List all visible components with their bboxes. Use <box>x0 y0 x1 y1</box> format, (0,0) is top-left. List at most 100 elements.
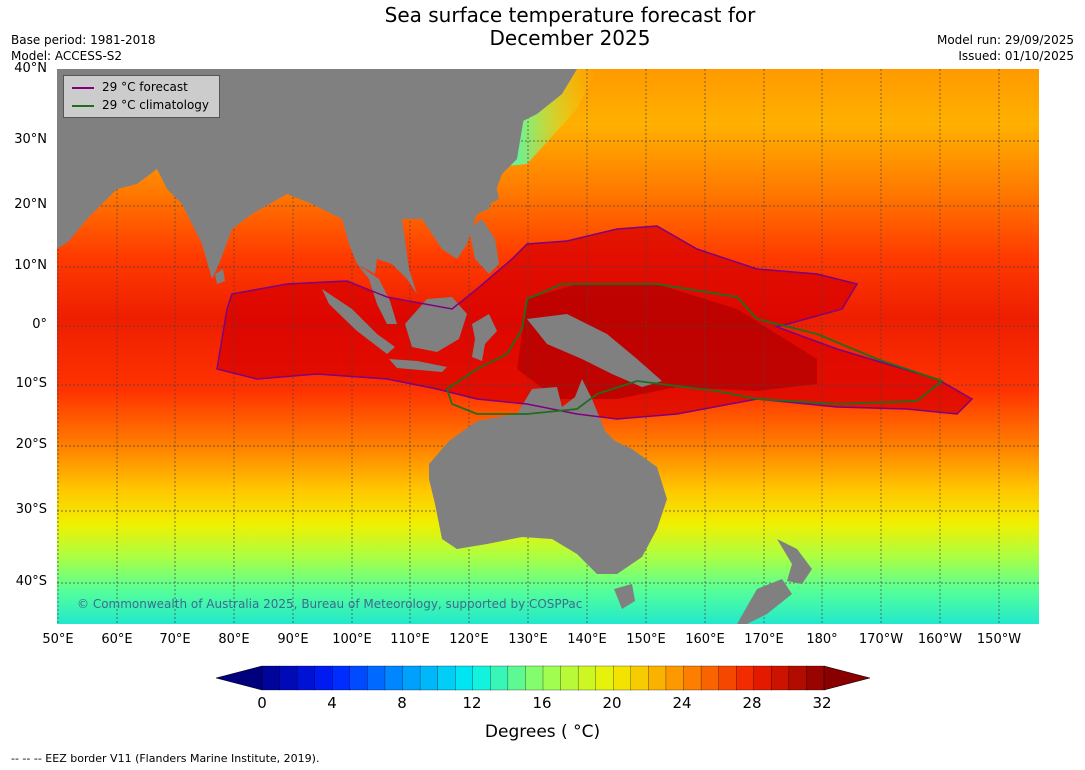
colorbar-tick: 16 <box>532 694 552 712</box>
colorbar-swatch <box>736 665 755 691</box>
model-name: Model: ACCESS-S2 <box>11 49 123 63</box>
colorbar-tick: 4 <box>327 694 337 712</box>
lon-label: 130°E <box>508 632 548 647</box>
colorbar-tick: 24 <box>672 694 692 712</box>
sumatra <box>322 289 395 354</box>
new-zealand-north <box>777 539 812 584</box>
legend-climatology: 29 °C climatology <box>72 97 209 113</box>
colorbar-min-arrow <box>216 665 263 691</box>
lat-label: 20°S <box>15 437 47 452</box>
copyright-notice: © Commonwealth of Australia 2025, Bureau… <box>77 597 583 611</box>
japan <box>507 69 577 124</box>
colorbar-swatch <box>279 665 298 691</box>
colorbar-swatch <box>384 665 404 691</box>
colorbar-tick: 8 <box>397 694 407 712</box>
colorbar-swatch <box>490 665 509 691</box>
lat-label: 10°N <box>14 258 47 273</box>
colorbar-swatch <box>595 665 614 691</box>
colorbar-tick: 20 <box>602 694 622 712</box>
colorbar-swatch <box>455 665 474 691</box>
colorbar-swatch <box>472 665 491 691</box>
lon-label: 180° <box>806 632 838 647</box>
colorbar-swatches <box>261 665 825 691</box>
lon-label: 150°E <box>626 632 666 647</box>
title-line-2: December 2025 <box>489 26 651 50</box>
colorbar-swatch <box>577 665 597 691</box>
map-legend: 29 °C forecast 29 °C climatology <box>63 75 220 118</box>
new-zealand-south <box>737 579 792 624</box>
java <box>389 359 447 372</box>
colorbar-swatch <box>788 665 808 691</box>
graticule <box>57 69 1039 624</box>
colorbar-max-arrow <box>823 665 870 691</box>
colorbar-tick: 12 <box>462 694 482 712</box>
meta-left: Base period: 1981-2018 Model: ACCESS-S2 <box>11 32 156 64</box>
lon-label: 100°E <box>332 632 372 647</box>
map-title: Sea surface temperature forecast for Dec… <box>0 4 1085 50</box>
forecast-29c-contour <box>216 225 974 420</box>
legend-forecast-label: 29 °C forecast <box>102 80 188 94</box>
colorbar-label: Degrees ( °C) <box>484 722 601 742</box>
colorbar-swatch <box>771 665 790 691</box>
philippines <box>469 219 499 274</box>
colorbar-swatch <box>507 665 527 691</box>
colorbar-swatch <box>419 665 439 691</box>
colorbar-swatch <box>261 665 281 691</box>
colorbar-swatch <box>630 665 650 691</box>
legend-climatology-label: 29 °C climatology <box>102 98 210 112</box>
lon-label: 160°W <box>917 632 963 647</box>
base-period: Base period: 1981-2018 <box>11 33 156 47</box>
malay-peninsula <box>357 264 397 324</box>
colorbar-tick: 28 <box>742 694 762 712</box>
lon-label: 50°E <box>42 632 74 647</box>
borneo <box>405 297 467 352</box>
lon-label: 170°W <box>858 632 904 647</box>
climatology-29c-contour <box>445 283 944 415</box>
issued-date: Issued: 01/10/2025 <box>958 49 1074 63</box>
colorbar-swatch <box>560 665 579 691</box>
colorbar-swatch <box>296 665 316 691</box>
lon-label: 150°W <box>976 632 1022 647</box>
tasmania <box>614 584 635 609</box>
lon-label: 120°E <box>449 632 489 647</box>
lat-label: 20°N <box>14 197 47 212</box>
colorbar-swatch <box>349 665 369 691</box>
legend-forecast: 29 °C forecast <box>72 79 188 95</box>
eez-footnote: -- -- -- EEZ border V11 (Flanders Marine… <box>11 752 320 765</box>
colorbar-swatch <box>753 665 772 691</box>
colorbar-tick: 0 <box>257 694 267 712</box>
colorbar-swatch <box>437 665 456 691</box>
colorbar-swatch <box>648 665 667 691</box>
colorbar-tick: 32 <box>812 694 832 712</box>
colorbar-swatch <box>402 665 421 691</box>
lon-label: 70°E <box>159 632 191 647</box>
lon-label: 140°E <box>567 632 607 647</box>
landmasses <box>57 69 812 624</box>
legend-climatology-swatch <box>72 104 94 107</box>
colorbar-swatch <box>525 665 544 691</box>
asia-mainland <box>57 69 557 294</box>
lon-label: 110°E <box>390 632 430 647</box>
sulawesi <box>472 314 497 361</box>
lat-label: 30°N <box>14 132 47 147</box>
colorbar-swatch <box>683 665 702 691</box>
lat-label: 30°S <box>15 502 47 517</box>
lat-label: 10°S <box>15 376 47 391</box>
lat-label: 40°S <box>15 574 47 589</box>
sst-map <box>57 69 1039 624</box>
lon-label: 160°E <box>685 632 725 647</box>
colorbar-swatch <box>332 665 351 691</box>
title-line-1: Sea surface temperature forecast for <box>384 3 756 27</box>
lon-label: 170°E <box>744 632 784 647</box>
lat-label: 40°N <box>14 61 47 76</box>
colorbar-swatch <box>665 665 685 691</box>
lon-label: 60°E <box>101 632 133 647</box>
colorbar-swatch <box>718 665 737 691</box>
taiwan <box>487 181 499 203</box>
lat-label: 0° <box>32 317 47 332</box>
sri-lanka <box>215 269 225 284</box>
australia <box>429 379 667 574</box>
colorbar <box>216 665 870 691</box>
colorbar-swatch <box>613 665 632 691</box>
colorbar-swatch <box>542 665 562 691</box>
